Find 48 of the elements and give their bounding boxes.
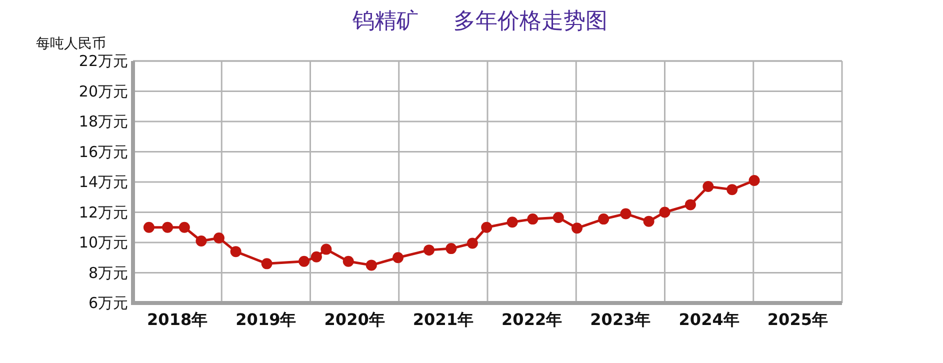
point (684, 199, 696, 210)
point (143, 222, 154, 233)
point (230, 246, 242, 258)
point (196, 235, 207, 246)
point (466, 238, 478, 249)
point (659, 206, 670, 218)
point (572, 222, 583, 234)
y-tick-label: 22万元 (78, 52, 128, 70)
y-axis-title: 每吨人民币 (36, 36, 106, 52)
point (162, 222, 174, 233)
point (481, 222, 492, 233)
point (424, 244, 435, 256)
point (342, 256, 354, 267)
x-tick-label: 2020年 (324, 310, 385, 329)
point (506, 216, 518, 228)
point (552, 212, 564, 224)
point (598, 214, 610, 225)
x-tick-label: 2024年 (678, 310, 740, 329)
point (620, 208, 632, 220)
x-tick-label: 2021年 (412, 310, 474, 329)
point (366, 260, 377, 271)
y-tick-label: 10万元 (78, 234, 128, 252)
point (298, 256, 310, 267)
x-tick-label: 2018年 (147, 310, 208, 329)
point (261, 258, 272, 270)
chart-title: 钨精矿 多年价格走势图 (352, 9, 608, 34)
y-tick-label: 12万元 (78, 203, 128, 222)
y-tick-label: 14万元 (78, 173, 128, 191)
x-tick-label: 2023年 (590, 310, 651, 329)
point (320, 244, 332, 255)
x-tick-label: 2022年 (502, 310, 562, 329)
point (726, 184, 738, 196)
point (392, 252, 404, 264)
y-tick-label: 8万元 (88, 264, 128, 282)
y-tick-label: 16万元 (78, 142, 128, 161)
point (527, 214, 538, 225)
point (748, 174, 760, 186)
y-tick-label: 20万元 (78, 82, 128, 100)
x-tick-label: 2025年 (767, 310, 828, 329)
y-tick-label: 18万元 (78, 112, 128, 130)
point (310, 251, 322, 262)
point (213, 232, 224, 244)
point (178, 222, 190, 233)
y-tick-label: 6万元 (88, 294, 128, 312)
x-tick-label: 2019年 (236, 310, 296, 329)
point (446, 243, 457, 254)
point (643, 216, 654, 227)
point (702, 181, 714, 192)
